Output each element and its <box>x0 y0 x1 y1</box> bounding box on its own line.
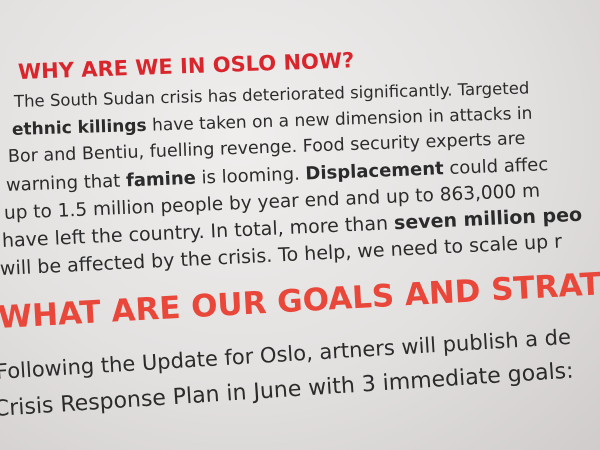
bold-text: famine <box>125 167 197 192</box>
section-heading: WHY ARE WE IN OSLO NOW? <box>17 48 355 84</box>
text-run: could affec <box>443 154 549 180</box>
text-run: is looming. <box>195 163 306 189</box>
bold-text: Displacement <box>305 158 445 185</box>
text-run: warning that <box>5 170 127 196</box>
bold-text: ethnic killings <box>11 115 147 140</box>
bold-text: seven million peo <box>393 203 583 235</box>
